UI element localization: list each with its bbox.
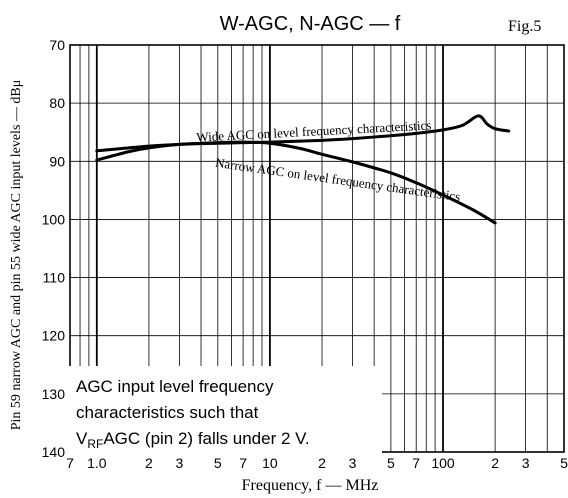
annotation-line-1: AGC input level frequency xyxy=(76,377,274,396)
chart-title: W-AGC, N-AGC — f xyxy=(220,13,401,35)
x-tick-label: 5 xyxy=(214,455,222,471)
series-label-narrow: Narrow AGC on level frequency characteri… xyxy=(214,155,461,204)
y-tick-label: 140 xyxy=(42,444,66,460)
y-tick-label: 100 xyxy=(42,211,66,227)
x-tick-label: 2 xyxy=(491,455,499,471)
x-tick-label: 7 xyxy=(239,455,247,471)
x-tick-label: 2 xyxy=(318,455,326,471)
x-tick-label: 100 xyxy=(431,455,455,471)
x-tick-label: 7 xyxy=(412,455,420,471)
x-tick-label: 5 xyxy=(560,455,568,471)
y-tick-label: 130 xyxy=(42,386,66,402)
y-axis-label: Pin 59 narrow AGC and pin 55 wide AGC in… xyxy=(9,80,24,431)
x-tick-label: 7 xyxy=(66,455,74,471)
x-tick-label: 3 xyxy=(176,455,184,471)
x-axis-label: Frequency, f — MHz xyxy=(242,477,379,494)
x-tick-label: 1.0 xyxy=(87,455,107,471)
series xyxy=(95,114,511,225)
annotation-line-3: VRFAGC (pin 2) falls under 2 V. xyxy=(76,429,310,451)
y-tick-labels: 70 80 90 100 110 120 130 140 xyxy=(42,37,66,460)
annotation-line-2: characteristics such that xyxy=(76,403,259,422)
y-tick-label: 90 xyxy=(49,153,65,169)
series-line-narrow-agc xyxy=(95,140,497,225)
figure-label: Fig.5 xyxy=(508,18,541,35)
x-tick-label: 3 xyxy=(349,455,357,471)
x-tick-label: 10 xyxy=(262,455,278,471)
annotation-rest: AGC (pin 2) falls under 2 V. xyxy=(103,429,309,448)
x-tick-label: 2 xyxy=(145,455,153,471)
annotation-box: AGC input level frequency characteristic… xyxy=(69,366,382,459)
annotation-sub: RF xyxy=(87,437,103,451)
y-tick-label: 120 xyxy=(42,328,66,344)
x-tick-label: 3 xyxy=(522,455,530,471)
y-tick-label: 110 xyxy=(43,270,66,286)
annotation-v: V xyxy=(76,429,88,448)
annotation-background xyxy=(69,366,382,459)
y-tick-label: 70 xyxy=(49,37,65,53)
y-tick-label: 80 xyxy=(49,95,65,111)
x-tick-label: 5 xyxy=(387,455,395,471)
x-tick-labels: 7 1.0 2 3 5 7 10 2 3 5 7 100 2 3 5 xyxy=(66,455,568,471)
